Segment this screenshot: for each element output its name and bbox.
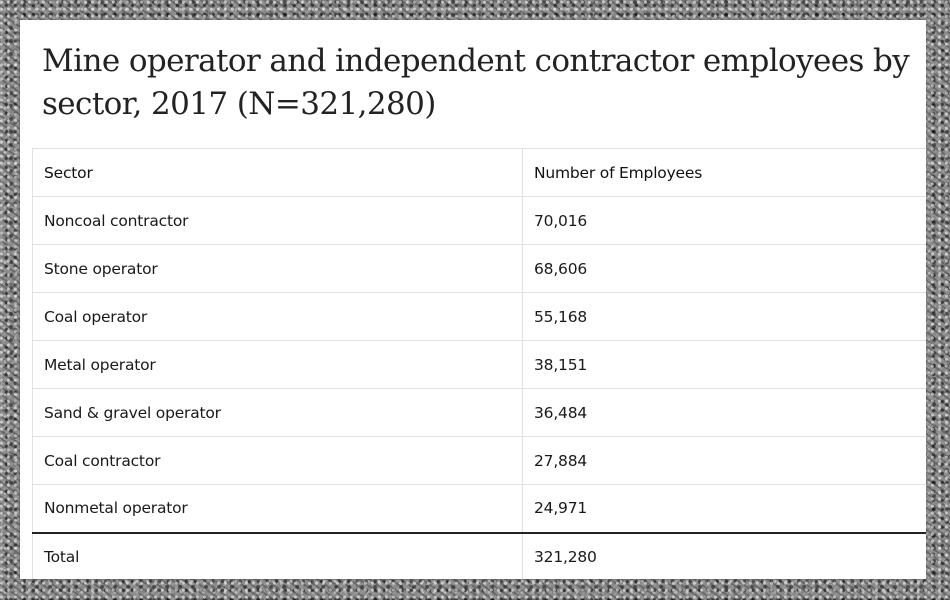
employees-cell: 55,168 xyxy=(522,292,926,341)
table-row: Stone operator 68,606 xyxy=(32,244,926,293)
column-header-employees: Number of Employees xyxy=(522,148,926,197)
sector-cell: Noncoal contractor xyxy=(32,196,523,245)
sector-cell: Coal operator xyxy=(32,292,523,341)
page-title: Mine operator and independent contractor… xyxy=(42,43,910,122)
sector-cell: Sand & gravel operator xyxy=(32,388,523,437)
sector-cell: Stone operator xyxy=(32,244,523,293)
column-header-sector: Sector xyxy=(32,148,523,197)
table-container: Sector Number of Employees Noncoal contr… xyxy=(32,148,926,579)
total-row: Total 321,280 xyxy=(32,531,926,579)
total-label: Total xyxy=(32,531,523,579)
table-row: Metal operator 38,151 xyxy=(32,340,926,389)
sector-cell: Nonmetal operator xyxy=(32,484,523,533)
employees-cell: 68,606 xyxy=(522,244,926,293)
table-card: Mine operator and independent contractor… xyxy=(20,20,926,579)
table-row: Nonmetal operator 24,971 xyxy=(32,484,926,533)
total-value: 321,280 xyxy=(522,531,926,579)
table-row: Coal contractor 27,884 xyxy=(32,436,926,485)
sector-cell: Coal contractor xyxy=(32,436,523,485)
table-row: Coal operator 55,168 xyxy=(32,292,926,341)
employees-table: Sector Number of Employees Noncoal contr… xyxy=(32,148,926,579)
employees-cell: 36,484 xyxy=(522,388,926,437)
table-header-row: Sector Number of Employees xyxy=(32,148,926,197)
employees-cell: 24,971 xyxy=(522,484,926,533)
employees-cell: 70,016 xyxy=(522,196,926,245)
employees-cell: 38,151 xyxy=(522,340,926,389)
employees-cell: 27,884 xyxy=(522,436,926,485)
table-row: Noncoal contractor 70,016 xyxy=(32,196,926,245)
table-row: Sand & gravel operator 36,484 xyxy=(32,388,926,437)
sector-cell: Metal operator xyxy=(32,340,523,389)
